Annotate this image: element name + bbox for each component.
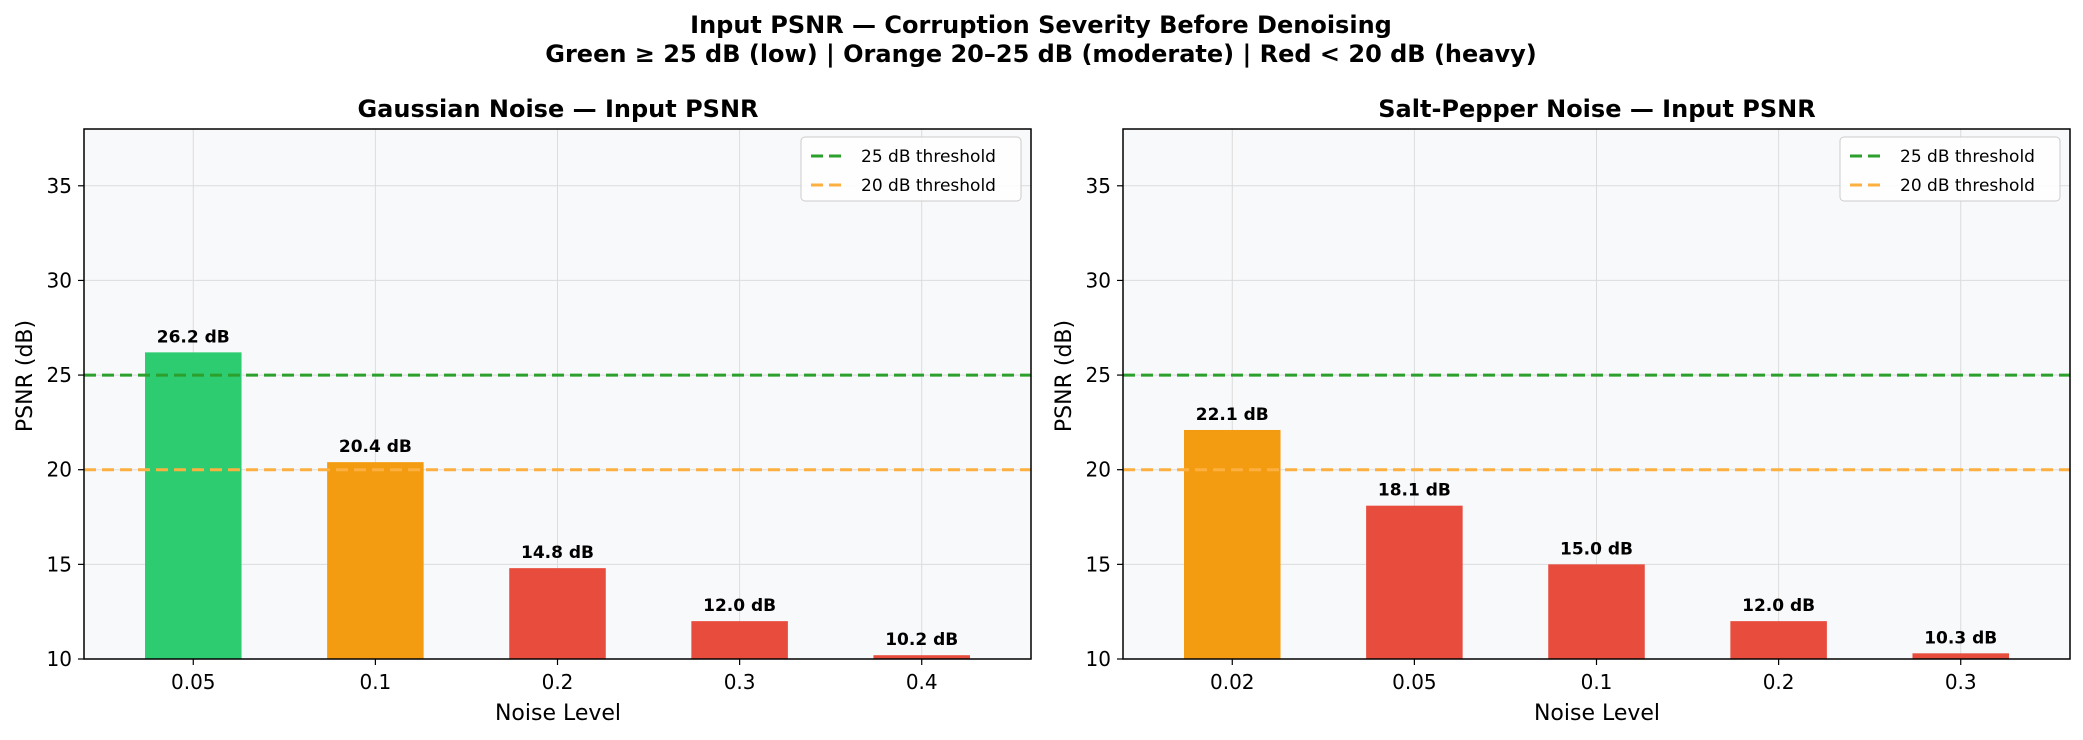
gaussian-bar-0.2: [509, 568, 606, 659]
gaussian-x-tick-label: 0.3: [724, 670, 756, 694]
gaussian-bar-value-label: 14.8 dB: [521, 543, 594, 563]
salt-pepper-x-tick-label: 0.02: [1210, 670, 1255, 694]
salt-pepper-bar-0.2: [1730, 621, 1827, 659]
gaussian-chart: 26.2 dB 20.4 dB 14.8 dB 12.0 dB 10.2 dB 10 15 2…: [13, 95, 1032, 726]
salt-pepper-bar-value-label: 10.3 dB: [1924, 628, 1997, 648]
gaussian-bar-value-label: 26.2 dB: [157, 327, 230, 347]
gaussian-bar-0.1: [327, 462, 424, 659]
salt-pepper-legend-label-20: 20 dB threshold: [1900, 176, 2035, 196]
gaussian-legend-label-25: 25 dB threshold: [861, 147, 996, 167]
gaussian-x-axis-label: Noise Level: [495, 701, 621, 726]
figure-title-line2: Green ≥ 25 dB (low) | Orange 20–25 dB (m…: [545, 40, 1536, 68]
gaussian-y-tick-label: 20: [47, 458, 72, 482]
salt-pepper-legend-label-25: 25 dB threshold: [1900, 147, 2035, 167]
gaussian-bar-0.3: [691, 621, 788, 659]
salt-pepper-bar-0.1: [1548, 564, 1645, 659]
gaussian-y-axis-label: PSNR (dB): [13, 320, 38, 432]
gaussian-x-tick-label: 0.2: [542, 670, 574, 694]
salt-pepper-x-tick-label: 0.2: [1763, 670, 1795, 694]
gaussian-x-tick-label: 0.4: [906, 670, 938, 694]
gaussian-y-tick-label: 25: [47, 363, 72, 387]
salt-pepper-y-tick-label: 25: [1086, 363, 1111, 387]
gaussian-x-tick-label: 0.1: [359, 670, 391, 694]
salt-pepper-x-tick-label: 0.05: [1392, 670, 1437, 694]
gaussian-bar-value-label: 20.4 dB: [339, 437, 412, 457]
salt-pepper-bar-0.05: [1366, 505, 1463, 659]
salt-pepper-x-axis-label: Noise Level: [1534, 701, 1660, 726]
salt-pepper-y-tick-label: 10: [1086, 647, 1111, 671]
gaussian-legend-box: [800, 136, 1022, 202]
gaussian-y-tick-label: 30: [47, 268, 72, 292]
salt-pepper-y-axis-label: PSNR (dB): [1052, 320, 1077, 432]
figure-title-line1: Input PSNR — Corruption Severity Before …: [690, 11, 1392, 39]
gaussian-legend: 25 dB threshold 20 dB threshold: [800, 136, 1022, 202]
gaussian-chart-title: Gaussian Noise — Input PSNR: [357, 95, 758, 123]
salt-pepper-y-tick-label: 30: [1086, 268, 1111, 292]
salt-pepper-x-tick-label: 0.1: [1581, 670, 1613, 694]
salt-pepper-chart: 22.1 dB 18.1 dB 15.0 dB 12.0 dB 10.3 dB 10 15 2…: [1052, 95, 2071, 726]
salt-pepper-y-tick-label: 20: [1086, 458, 1111, 482]
gaussian-y-tick-label: 15: [47, 552, 72, 576]
salt-pepper-legend: 25 dB threshold 20 dB threshold: [1839, 136, 2061, 202]
salt-pepper-bar-value-label: 22.1 dB: [1196, 405, 1269, 425]
salt-pepper-y-tick-label: 35: [1086, 174, 1111, 198]
gaussian-x-tick-label: 0.05: [171, 670, 216, 694]
salt-pepper-legend-box: [1839, 136, 2061, 202]
gaussian-bar-0.05: [145, 352, 242, 659]
salt-pepper-bar-value-label: 18.1 dB: [1378, 481, 1451, 501]
gaussian-legend-label-20: 20 dB threshold: [861, 176, 996, 196]
salt-pepper-bar-value-label: 15.0 dB: [1560, 539, 1633, 559]
gaussian-bar-value-label: 12.0 dB: [703, 596, 776, 616]
gaussian-bar-0.4: [873, 655, 970, 659]
gaussian-bar-value-label: 10.2 dB: [885, 630, 958, 650]
salt-pepper-chart-title: Salt-Pepper Noise — Input PSNR: [1378, 95, 1815, 123]
salt-pepper-bar-0.3: [1912, 653, 2009, 659]
salt-pepper-x-tick-label: 0.3: [1945, 670, 1977, 694]
salt-pepper-y-tick-label: 15: [1086, 552, 1111, 576]
salt-pepper-bar-value-label: 12.0 dB: [1742, 596, 1815, 616]
gaussian-y-tick-label: 10: [47, 647, 72, 671]
gaussian-y-tick-label: 35: [47, 174, 72, 198]
salt-pepper-bar-0.02: [1184, 429, 1281, 659]
